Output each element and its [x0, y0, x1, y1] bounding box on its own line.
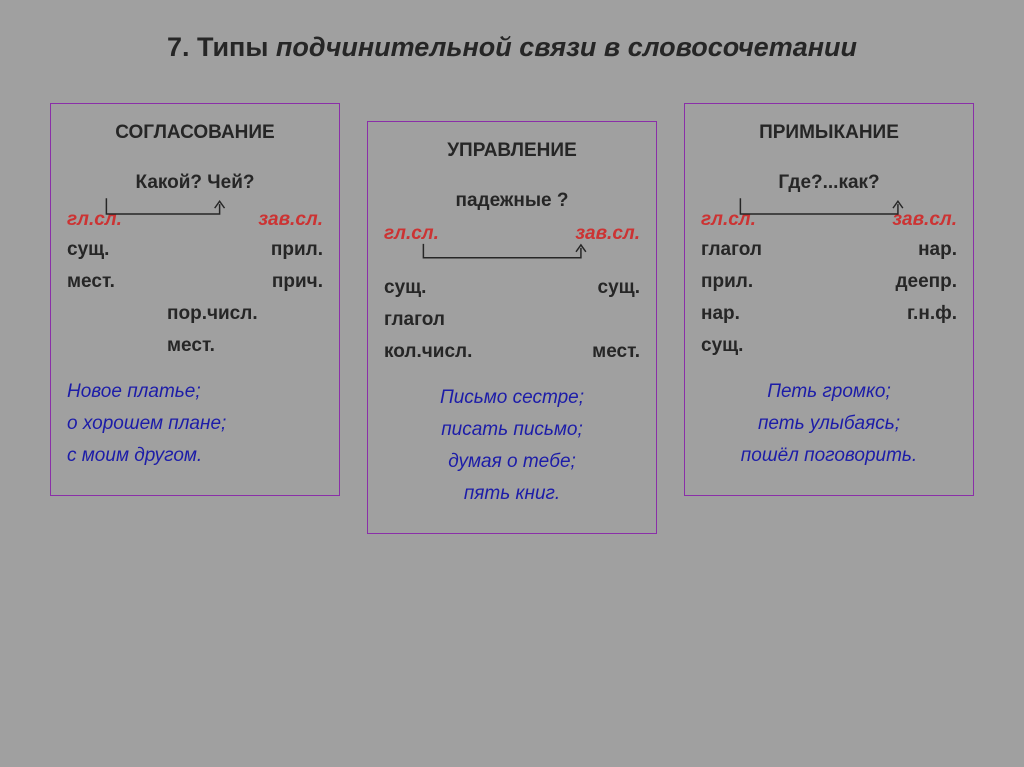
pos-left: сущ. — [701, 335, 743, 357]
title-italic: подчинительной связи в словосочетании — [276, 32, 857, 62]
card-question: Какой? Чей? — [67, 172, 323, 194]
example-line: пошёл поговорить. — [701, 445, 957, 467]
example-line: с моим другом. — [67, 445, 323, 467]
card-title: УПРАВЛЕНИЕ — [384, 140, 640, 162]
example-line: пять книг. — [384, 483, 640, 505]
pos-row: прил. деепр. — [701, 271, 957, 293]
card-question: Где?...как? — [701, 172, 957, 194]
example-line: петь улыбаясь; — [701, 413, 957, 435]
examples: Петь громко; петь улыбаясь; пошёл погово… — [701, 381, 957, 467]
pos-row: глагол нар. — [701, 239, 957, 261]
arrow-diagram — [701, 198, 957, 199]
pos-tail: мест. — [67, 335, 323, 357]
card-upravlenie: УПРАВЛЕНИЕ падежные ? гл.сл. зав.сл. сущ… — [367, 121, 657, 534]
pos-right: деепр. — [895, 271, 957, 293]
pos-row: сущ. прил. — [67, 239, 323, 261]
pos-left: мест. — [67, 271, 115, 293]
pos-right: мест. — [592, 341, 640, 363]
example-line: Петь громко; — [701, 381, 957, 403]
example-line: писать письмо; — [384, 419, 640, 441]
pos-left: глагол — [701, 239, 762, 261]
pos-right: прич. — [272, 271, 323, 293]
card-primykanie: ПРИМЫКАНИЕ Где?...как? гл.сл. зав.сл. гл… — [684, 103, 974, 496]
pos-left: нар. — [701, 303, 740, 325]
pos-row: сущ. сущ. — [384, 277, 640, 299]
example-line: думая о тебе; — [384, 451, 640, 473]
card-title: СОГЛАСОВАНИЕ — [67, 122, 323, 144]
card-soglasovanie: СОГЛАСОВАНИЕ Какой? Чей? гл.сл. зав.сл. … — [50, 103, 340, 496]
arrow-diagram — [384, 216, 640, 217]
pos-row: нар. г.н.ф. — [701, 303, 957, 325]
pos-left: прил. — [701, 271, 753, 293]
pos-right: прил. — [271, 239, 323, 261]
title-prefix: 7. Типы — [167, 32, 276, 62]
example-line: Письмо сестре; — [384, 387, 640, 409]
cards-container: СОГЛАСОВАНИЕ Какой? Чей? гл.сл. зав.сл. … — [0, 73, 1024, 534]
pos-row: кол.числ. мест. — [384, 341, 640, 363]
pos-row: сущ. — [701, 335, 957, 357]
pos-row: мест. прич. — [67, 271, 323, 293]
card-title: ПРИМЫКАНИЕ — [701, 122, 957, 144]
pos-left: глагол — [384, 309, 445, 331]
pos-right: г.н.ф. — [907, 303, 957, 325]
pos-left: сущ. — [384, 277, 426, 299]
card-question: падежные ? — [384, 190, 640, 212]
pos-left: кол.числ. — [384, 341, 472, 363]
example-line: Новое платье; — [67, 381, 323, 403]
examples: Письмо сестре; писать письмо; думая о те… — [384, 387, 640, 505]
page-title: 7. Типы подчинительной связи в словосоче… — [0, 0, 1024, 73]
examples: Новое платье; о хорошем плане; с моим др… — [67, 381, 323, 467]
arrow-diagram — [67, 198, 323, 199]
pos-right: сущ. — [598, 277, 640, 299]
example-line: о хорошем плане; — [67, 413, 323, 435]
pos-left: сущ. — [67, 239, 109, 261]
pos-tail: пор.числ. — [67, 303, 323, 325]
pos-right: нар. — [918, 239, 957, 261]
pos-row: глагол — [384, 309, 640, 331]
